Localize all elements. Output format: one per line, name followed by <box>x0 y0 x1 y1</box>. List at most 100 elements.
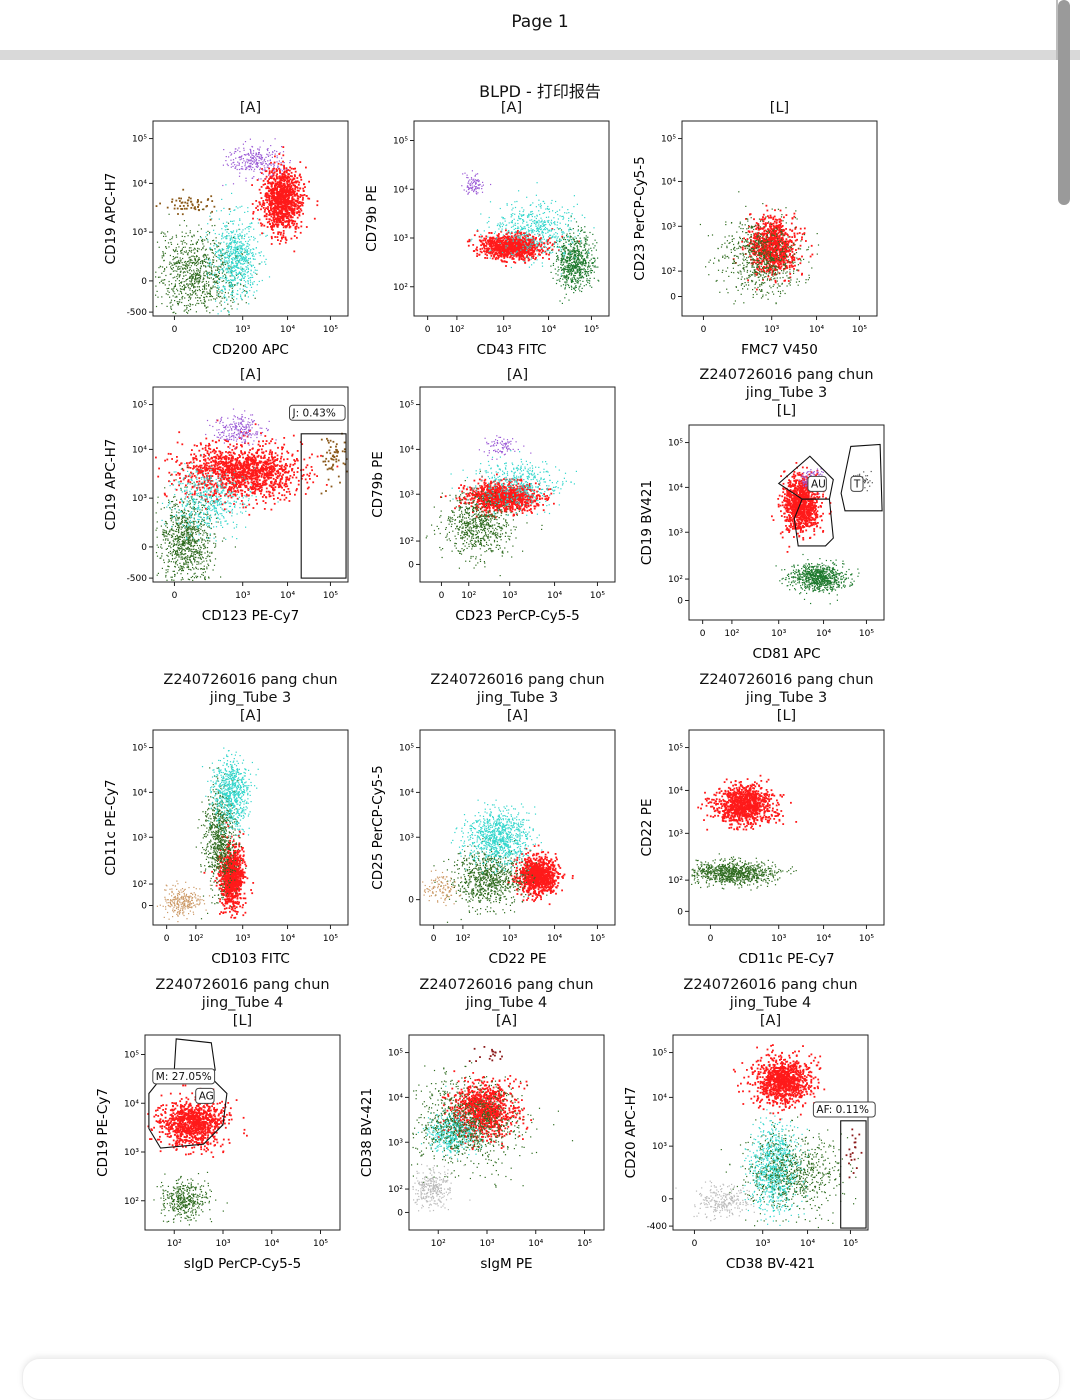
data-point <box>491 238 493 240</box>
data-point <box>587 257 588 258</box>
data-point <box>205 294 206 295</box>
data-point <box>261 156 262 157</box>
data-point <box>505 265 507 267</box>
data-point <box>184 305 185 306</box>
data-point <box>235 151 236 152</box>
data-point <box>247 271 248 272</box>
data-point <box>302 197 304 199</box>
data-point <box>226 260 227 261</box>
data-point <box>237 267 238 268</box>
data-point <box>223 242 224 243</box>
data-point <box>243 268 244 269</box>
data-point <box>188 235 189 236</box>
data-point <box>574 244 575 245</box>
data-point <box>236 243 237 244</box>
data-point <box>509 222 510 223</box>
data-point <box>252 155 253 156</box>
data-point <box>581 243 582 244</box>
data-point <box>490 250 491 251</box>
data-point <box>208 284 209 285</box>
data-point <box>240 256 241 257</box>
data-point <box>314 218 316 220</box>
data-point <box>170 302 171 303</box>
data-point <box>579 290 580 291</box>
data-point <box>239 218 240 219</box>
data-point <box>190 273 191 274</box>
data-point <box>580 271 581 272</box>
data-point <box>560 267 561 268</box>
data-point <box>174 208 176 210</box>
data-point <box>516 245 517 246</box>
data-point <box>232 259 233 260</box>
data-point <box>286 191 288 193</box>
data-point <box>186 225 187 226</box>
data-point <box>236 274 237 275</box>
data-point <box>223 264 224 265</box>
data-point <box>507 250 509 252</box>
data-point <box>186 305 187 306</box>
data-point <box>198 270 199 271</box>
data-point <box>289 209 291 211</box>
data-point <box>248 260 249 261</box>
data-point <box>562 237 563 238</box>
data-point <box>196 279 197 280</box>
data-point <box>273 170 274 171</box>
data-point <box>194 291 195 292</box>
data-point <box>197 300 198 301</box>
data-point <box>587 237 588 238</box>
data-point <box>217 276 218 277</box>
data-point <box>531 259 532 260</box>
data-point <box>204 259 205 260</box>
data-point <box>578 235 579 236</box>
data-point <box>271 170 273 172</box>
data-point <box>542 226 543 227</box>
data-point <box>595 267 596 268</box>
data-point <box>238 238 239 239</box>
data-point <box>239 271 240 272</box>
data-point <box>586 275 587 276</box>
data-point <box>211 295 212 296</box>
data-point <box>532 253 534 255</box>
data-point <box>247 265 248 266</box>
data-point <box>196 262 197 263</box>
data-point <box>239 250 240 251</box>
data-point <box>265 178 266 179</box>
data-point <box>211 270 212 271</box>
data-point <box>210 243 211 244</box>
data-point <box>540 206 541 207</box>
scrollbar-thumb[interactable] <box>1058 0 1070 205</box>
data-point <box>234 268 235 269</box>
data-point <box>475 248 477 250</box>
data-point <box>228 260 229 261</box>
data-point <box>528 252 530 254</box>
data-point <box>536 250 537 251</box>
data-point <box>573 281 574 282</box>
data-point <box>283 226 285 228</box>
data-point <box>591 254 592 255</box>
data-point <box>250 261 251 262</box>
data-point <box>246 227 247 228</box>
data-point <box>260 192 262 194</box>
data-point <box>261 157 262 158</box>
data-point <box>239 220 240 221</box>
data-point <box>570 237 571 238</box>
data-point <box>241 155 242 156</box>
data-point <box>218 255 219 256</box>
data-point <box>231 153 232 154</box>
data-point <box>570 266 571 267</box>
data-point <box>239 229 240 230</box>
data-point <box>189 259 190 260</box>
data-point <box>184 271 185 272</box>
data-point <box>561 251 562 252</box>
data-point <box>200 270 201 271</box>
data-point <box>226 300 227 301</box>
data-point <box>226 261 227 262</box>
data-point <box>268 188 270 190</box>
data-point <box>164 260 165 261</box>
data-point <box>235 242 236 243</box>
data-point <box>199 272 200 273</box>
data-point <box>234 164 235 165</box>
data-point <box>593 247 594 248</box>
data-point <box>505 221 506 222</box>
data-point <box>182 243 183 244</box>
